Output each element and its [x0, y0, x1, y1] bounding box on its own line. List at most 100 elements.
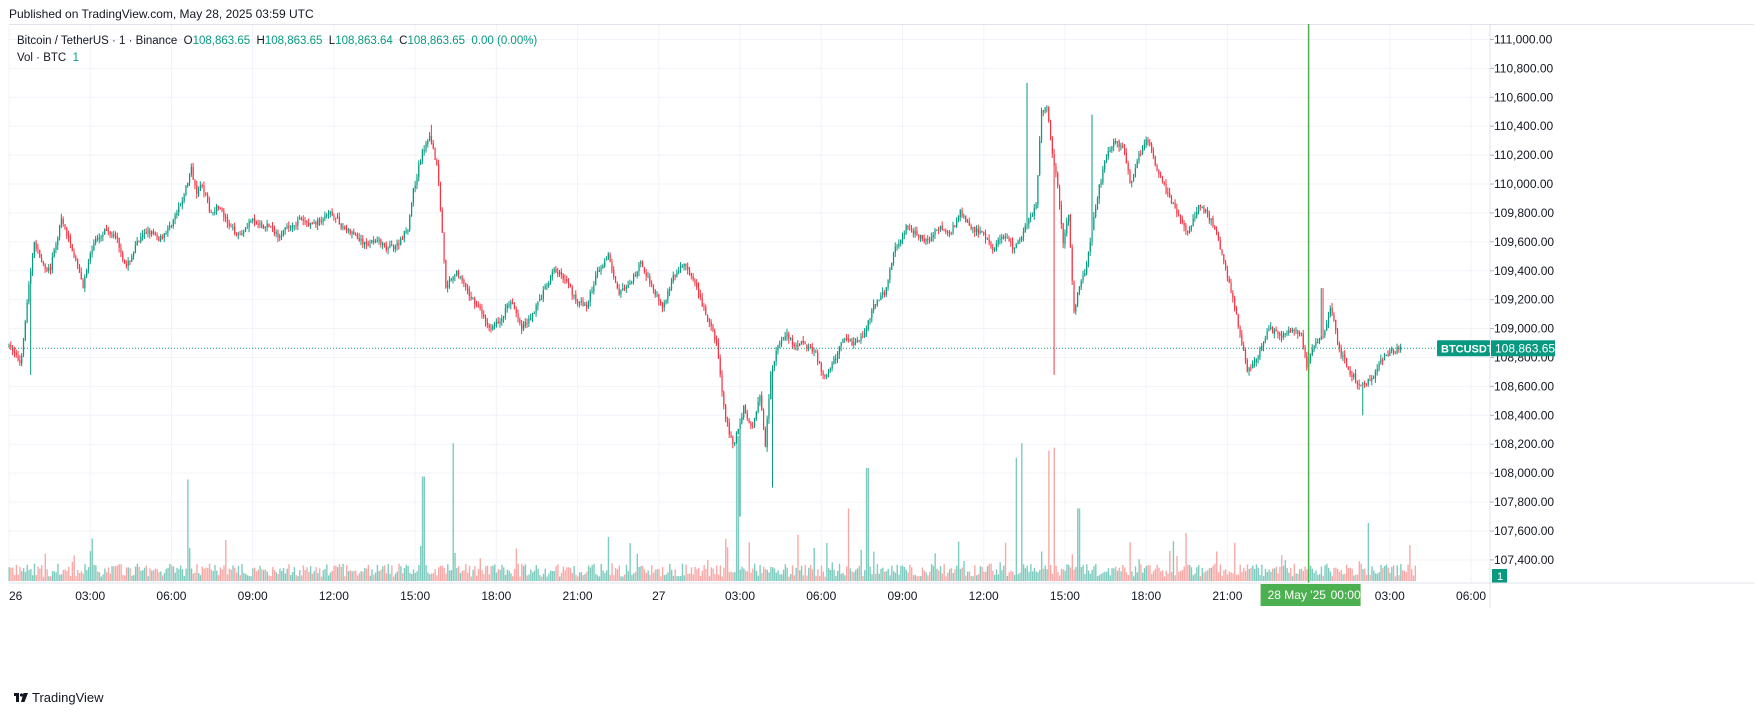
volume-bar [306, 567, 308, 581]
volume-bar [1205, 571, 1207, 581]
volume-bar [1225, 569, 1227, 581]
volume-bar [838, 563, 841, 581]
last-price-badge[interactable]: BTCUSDT 108,863.65 [1437, 340, 1555, 357]
candle-body [448, 279, 451, 285]
volume-bar [831, 562, 833, 581]
candle-body [1306, 356, 1308, 368]
candle-body [118, 238, 120, 248]
volume-bar [642, 565, 644, 581]
candle-body [577, 301, 579, 304]
volume-bar [1214, 563, 1216, 581]
candle-body [985, 233, 987, 239]
volume-bar [131, 575, 133, 581]
candle-body [203, 186, 205, 193]
volume-bar [275, 572, 278, 581]
volume-bar [335, 565, 337, 581]
volume-bar [508, 570, 510, 581]
volume-bar [1120, 571, 1122, 581]
candle-body [1244, 350, 1247, 361]
volume-bar [961, 567, 963, 581]
volume-bar [921, 567, 924, 581]
volume-bar [1163, 576, 1166, 581]
volume-bar [853, 572, 855, 581]
candle-body [1001, 236, 1003, 239]
volume-bar [1100, 573, 1102, 581]
volume-bar [707, 560, 709, 581]
candle-body [454, 274, 456, 277]
volume-bar [835, 575, 837, 581]
candle-body [198, 191, 200, 195]
volume-bar [596, 575, 599, 581]
volume-bar [1123, 567, 1126, 581]
candle-body [622, 288, 624, 291]
candle-body [1062, 223, 1064, 244]
candle-body [214, 211, 216, 213]
candle-body [701, 297, 703, 307]
volume-bar [1336, 568, 1339, 581]
volume-bar [533, 570, 536, 581]
volume-bar [71, 561, 74, 581]
volume-bar [1053, 447, 1055, 581]
candle-body [580, 300, 582, 302]
candle-body [481, 308, 483, 315]
candle-body [1021, 237, 1023, 240]
volume-bar [882, 567, 884, 581]
volume-bar [170, 565, 173, 581]
candle-body [1136, 161, 1138, 169]
candle-body [728, 422, 730, 435]
volume-bar [226, 574, 229, 581]
close-value: 108,863.65 [407, 35, 466, 47]
candle-body [1371, 378, 1373, 381]
candle-body [815, 351, 817, 353]
candle-body [1154, 156, 1156, 166]
candle-body [64, 224, 66, 229]
volume-bar [1138, 559, 1140, 581]
volume-bar [539, 575, 541, 581]
volume-bar [535, 564, 537, 581]
candle-body [196, 184, 198, 195]
candle-body [975, 228, 978, 232]
volume-bar [990, 563, 992, 581]
candle-body [470, 296, 472, 299]
volume-bar [1358, 561, 1361, 581]
volume-bar [1234, 542, 1236, 581]
candle-body [465, 283, 467, 288]
volume-bar [795, 567, 797, 581]
candle-body [604, 260, 606, 267]
volume-bar [900, 565, 902, 581]
volume-bar [824, 576, 826, 581]
volume-bar [506, 569, 509, 581]
candle-body [91, 249, 93, 255]
candle-body [365, 242, 368, 245]
volume-bar [851, 571, 853, 581]
candle-body [190, 166, 193, 175]
candle-body [1253, 361, 1256, 364]
candle-body [156, 233, 158, 238]
volume-bar [21, 571, 23, 581]
volume-bar [829, 569, 832, 581]
volume-bar [1317, 574, 1319, 581]
volume-bar [1374, 573, 1377, 581]
volume-legend[interactable]: Vol · BTC 1 [17, 52, 79, 64]
footer-brand[interactable]: TradingView [14, 690, 104, 705]
volume-bar [806, 575, 808, 581]
candle-body [537, 301, 539, 306]
candle-body [838, 346, 840, 355]
volume-bar [456, 568, 458, 581]
volume-bar [1403, 570, 1406, 581]
candle-body [331, 211, 333, 216]
candle-body [1266, 331, 1268, 339]
candle-body [1208, 214, 1211, 221]
volume-bar [681, 563, 684, 581]
candle-body [1197, 205, 1200, 213]
candle-body [1107, 150, 1109, 158]
candle-body [831, 363, 833, 369]
candle-body [786, 333, 788, 337]
candle-body [1300, 333, 1303, 335]
symbol-legend[interactable]: Bitcoin / TetherUS · 1 · Binance O108,86… [17, 35, 537, 47]
volume-bar [165, 568, 167, 581]
price-tick-label: 107,800.00 [1494, 495, 1554, 509]
volume-bar [427, 572, 429, 581]
volume-bar [288, 564, 290, 581]
